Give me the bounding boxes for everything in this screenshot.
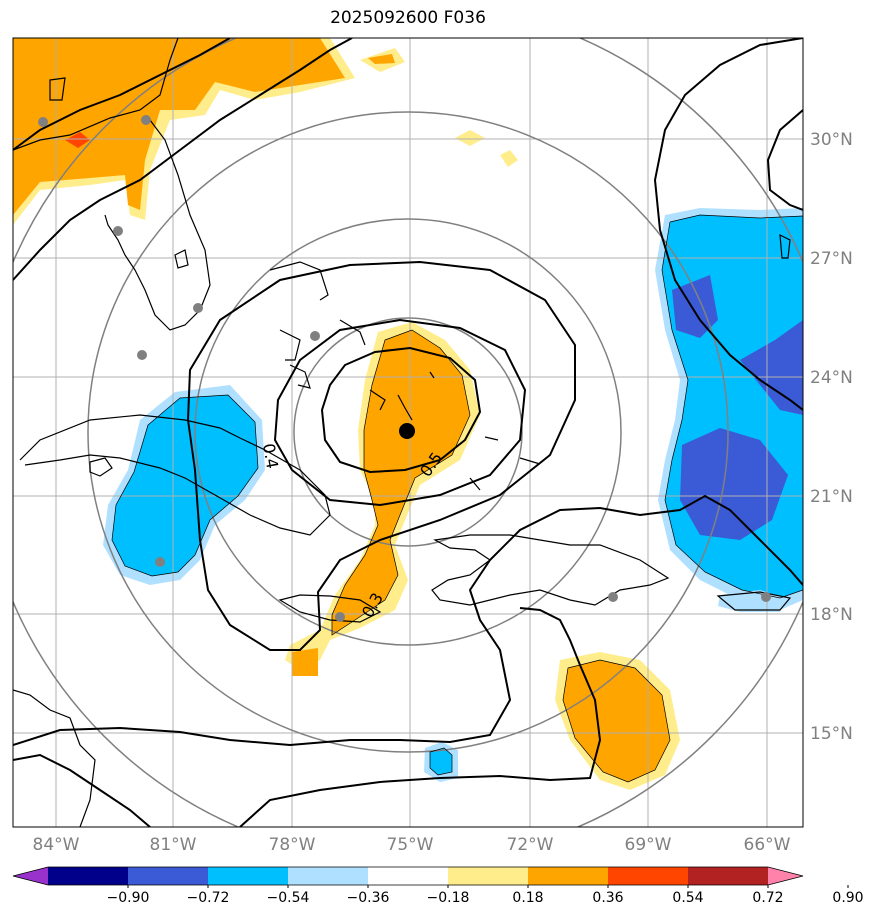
- colorbar-tick-label: −0.18: [427, 890, 470, 906]
- colorbar-tick-label: −0.36: [347, 890, 390, 906]
- lon-label: 72°W: [507, 835, 554, 855]
- lat-label: 30°N: [810, 130, 853, 150]
- lon-label: 66°W: [744, 835, 791, 855]
- colorbar-segment: [448, 867, 529, 885]
- colorbar-tick-label: −0.72: [187, 890, 230, 906]
- colorbar-segment: [608, 867, 689, 885]
- lon-label: 84°W: [33, 835, 80, 855]
- colorbar-tick-label: 0.90: [832, 890, 863, 906]
- colorbar-tick-label: 0.36: [592, 890, 623, 906]
- colorbar-extension-min: [13, 867, 48, 885]
- longitude-axis: 84°W 81°W 78°W 75°W 72°W 69°W 66°W: [33, 835, 791, 855]
- colorbar-segment: [288, 867, 369, 885]
- colorbar-segment: [528, 867, 609, 885]
- contour-label: 0.4: [259, 442, 282, 470]
- height-contours: [13, 38, 803, 827]
- colorbar-extension-max: [768, 867, 803, 885]
- lat-label: 15°N: [810, 724, 853, 744]
- colorbar-segment: [128, 867, 209, 885]
- colorbar-tick-label: 0.18: [512, 890, 543, 906]
- coastlines: [13, 38, 792, 827]
- storm-center-marker: [399, 423, 415, 439]
- station-markers: [38, 115, 771, 622]
- colorbar-tick-label: 0.72: [752, 890, 783, 906]
- colorbar-segment: [48, 867, 129, 885]
- lat-label: 27°N: [810, 249, 853, 269]
- lat-label: 21°N: [810, 487, 853, 507]
- colorbar: −0.90 −0.72 −0.54 −0.36 −0.18 0.18 0.36 0.54 0.7…: [12, 866, 864, 906]
- lat-label: 18°N: [810, 605, 853, 625]
- map-title: 2025092600 F036: [330, 8, 486, 28]
- colorbar-segment: [208, 867, 289, 885]
- lon-label: 78°W: [269, 835, 316, 855]
- colorbar-segment: [368, 867, 449, 885]
- colorbar-tick-label: −0.54: [267, 890, 310, 906]
- anomaly-outlines: [111, 214, 803, 783]
- lon-label: 75°W: [387, 835, 434, 855]
- lon-label: 81°W: [150, 835, 197, 855]
- colorbar-segment: [688, 867, 769, 885]
- colorbar-tick-label: −0.90: [107, 890, 150, 906]
- colorbar-tick-label: 0.54: [672, 890, 703, 906]
- map-content: 0.5 0.4 0.3: [13, 38, 803, 827]
- map-frame: [12, 37, 804, 828]
- lat-label: 24°N: [810, 368, 853, 388]
- latitude-axis: 30°N 27°N 24°N 21°N 18°N 15°N: [810, 130, 853, 744]
- range-rings: [13, 38, 803, 827]
- lon-label: 69°W: [625, 835, 672, 855]
